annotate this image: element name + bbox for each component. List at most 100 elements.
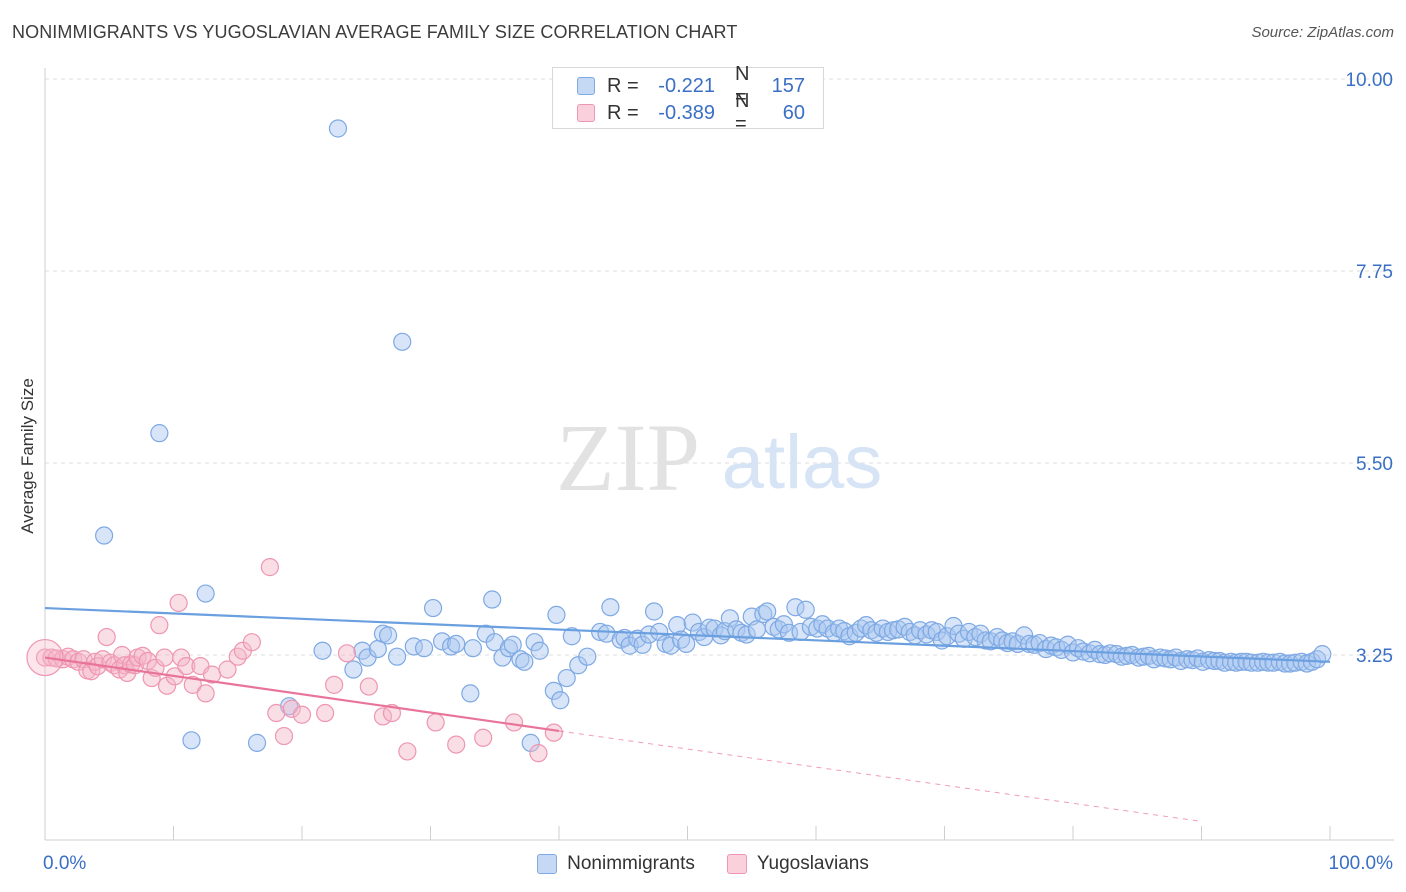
- data-point: [578, 647, 597, 666]
- data-point: [644, 602, 664, 621]
- data-point: [172, 648, 191, 667]
- data-point: [547, 605, 566, 624]
- data-point: [463, 639, 483, 658]
- data-point: [474, 728, 493, 747]
- data-point: [830, 619, 849, 638]
- y-tick-label: 3.25: [1356, 646, 1393, 667]
- data-point: [796, 600, 815, 619]
- chart-title: NONIMMIGRANTS VS YUGOSLAVIAN AVERAGE FAM…: [12, 22, 738, 42]
- data-point: [177, 656, 196, 676]
- data-point: [150, 424, 169, 443]
- x-tick-label: 0.0%: [43, 853, 86, 874]
- n-value: 60: [782, 101, 805, 124]
- data-point: [95, 526, 114, 545]
- trend-line-extension: [558, 730, 1202, 822]
- data-point: [398, 742, 417, 761]
- data-point: [525, 633, 544, 652]
- x-tick-label: 100.0%: [1329, 853, 1394, 874]
- watermark: ZIP atlas: [556, 404, 882, 511]
- data-point: [758, 602, 777, 621]
- y-tick-label: 5.50: [1356, 454, 1393, 475]
- data-point: [432, 632, 452, 651]
- data-point: [544, 723, 563, 742]
- r-label: R =: [607, 74, 639, 97]
- grid-lines: [45, 78, 1394, 656]
- data-point: [325, 675, 344, 694]
- data-point: [737, 625, 756, 644]
- n-value: 157: [771, 74, 805, 97]
- data-point: [337, 644, 357, 663]
- data-point: [683, 613, 702, 632]
- data-point: [633, 635, 652, 654]
- data-point: [387, 647, 407, 666]
- data-point: [557, 668, 576, 688]
- data-point: [155, 648, 174, 667]
- data-point: [247, 733, 267, 752]
- data-point: [218, 660, 237, 679]
- data-point: [423, 598, 443, 618]
- r-label: R =: [607, 101, 639, 124]
- n-label: N =: [735, 90, 750, 135]
- source-label: Source: ZipAtlas.com: [1251, 24, 1394, 41]
- data-point: [316, 703, 335, 723]
- data-point: [551, 691, 570, 710]
- axis-labels: 3.25 5.50 7.75 10.00 0.0% 100.0% Average Famil…: [18, 70, 1393, 874]
- data-point: [774, 615, 793, 634]
- data-point: [196, 584, 215, 603]
- y-tick-label: 10.00: [1345, 70, 1393, 91]
- data-point: [493, 648, 512, 667]
- data-point: [1308, 650, 1327, 669]
- legend-label: Nonimmigrants: [567, 853, 695, 874]
- data-points: [26, 119, 1332, 763]
- data-point: [260, 558, 279, 577]
- data-point: [504, 713, 524, 732]
- data-point: [344, 660, 363, 679]
- data-point: [97, 627, 116, 647]
- data-point: [242, 633, 261, 652]
- data-point: [414, 639, 434, 658]
- data-point: [393, 332, 412, 351]
- data-point: [157, 676, 177, 695]
- stats-row-nonimmigrants: R = -0.221 N = 157: [577, 63, 805, 108]
- data-point: [620, 636, 639, 655]
- yugoslavians-swatch: [577, 104, 595, 122]
- data-point: [544, 681, 563, 700]
- data-point: [169, 593, 188, 613]
- data-point: [274, 726, 294, 746]
- data-point: [447, 735, 466, 754]
- data-point: [133, 646, 152, 665]
- data-point: [628, 629, 647, 648]
- data-point: [183, 675, 202, 694]
- series-nonimmigrants: [95, 119, 1332, 752]
- data-point: [515, 652, 534, 671]
- series-yugoslavians: [35, 558, 563, 763]
- data-point: [359, 677, 378, 696]
- data-point: [1313, 645, 1332, 664]
- stats-row-yugoslavians: R = -0.389 N = 60: [577, 90, 805, 135]
- data-point: [282, 699, 301, 718]
- data-point: [601, 598, 620, 617]
- data-point: [378, 626, 398, 645]
- nonimmigrants-swatch: [577, 77, 595, 95]
- watermark-zip: ZIP: [556, 404, 700, 511]
- yugoslavians-legend-swatch: [726, 854, 747, 874]
- data-point: [677, 634, 696, 654]
- data-point: [529, 744, 548, 763]
- data-point: [182, 731, 201, 750]
- data-point: [747, 620, 766, 639]
- data-point: [530, 641, 549, 660]
- data-point: [64, 650, 83, 669]
- data-point: [292, 705, 312, 724]
- data-point: [150, 616, 169, 635]
- data-point: [313, 641, 332, 660]
- data-point: [720, 609, 740, 628]
- data-point: [426, 713, 445, 732]
- data-point: [196, 684, 215, 703]
- legend-item-nonimmigrants: Nonimmigrants: [537, 853, 695, 875]
- legend-item-yugoslavians: Yugoslavians: [726, 853, 869, 875]
- n-label: N =: [735, 63, 750, 108]
- data-point: [521, 733, 540, 752]
- legend-label: Yugoslavians: [756, 853, 869, 874]
- data-point: [461, 684, 480, 703]
